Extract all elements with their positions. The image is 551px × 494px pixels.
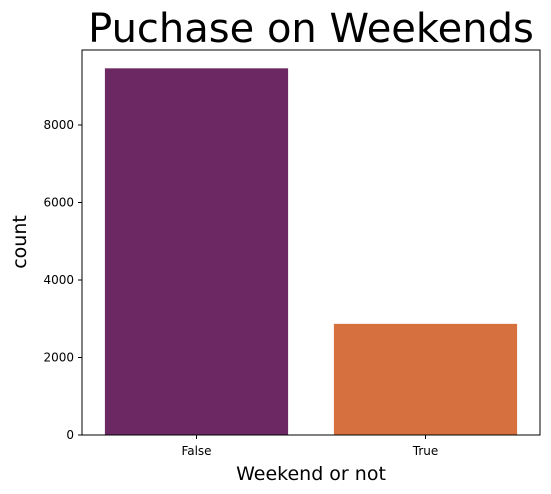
x-tick-label: False: [181, 444, 211, 458]
y-tick-label: 4000: [43, 273, 74, 287]
y-tick-label: 6000: [43, 195, 74, 209]
y-tick-label: 8000: [43, 118, 74, 132]
x-axis-ticks: False True: [181, 435, 438, 458]
bar-true: [333, 323, 518, 435]
x-tick-label: True: [412, 444, 439, 458]
x-axis-label: Weekend or not: [236, 463, 386, 485]
y-tick-label: 0: [66, 428, 74, 442]
bar-false: [104, 68, 289, 435]
bars-group: [104, 68, 518, 435]
y-tick-label: 2000: [43, 350, 74, 364]
plot-frame: [81, 49, 541, 436]
chart-title: Puchase on Weekends: [88, 6, 534, 52]
y-axis-label: count: [9, 215, 31, 269]
y-axis-ticks: 0 2000 4000 6000 8000: [43, 118, 82, 442]
